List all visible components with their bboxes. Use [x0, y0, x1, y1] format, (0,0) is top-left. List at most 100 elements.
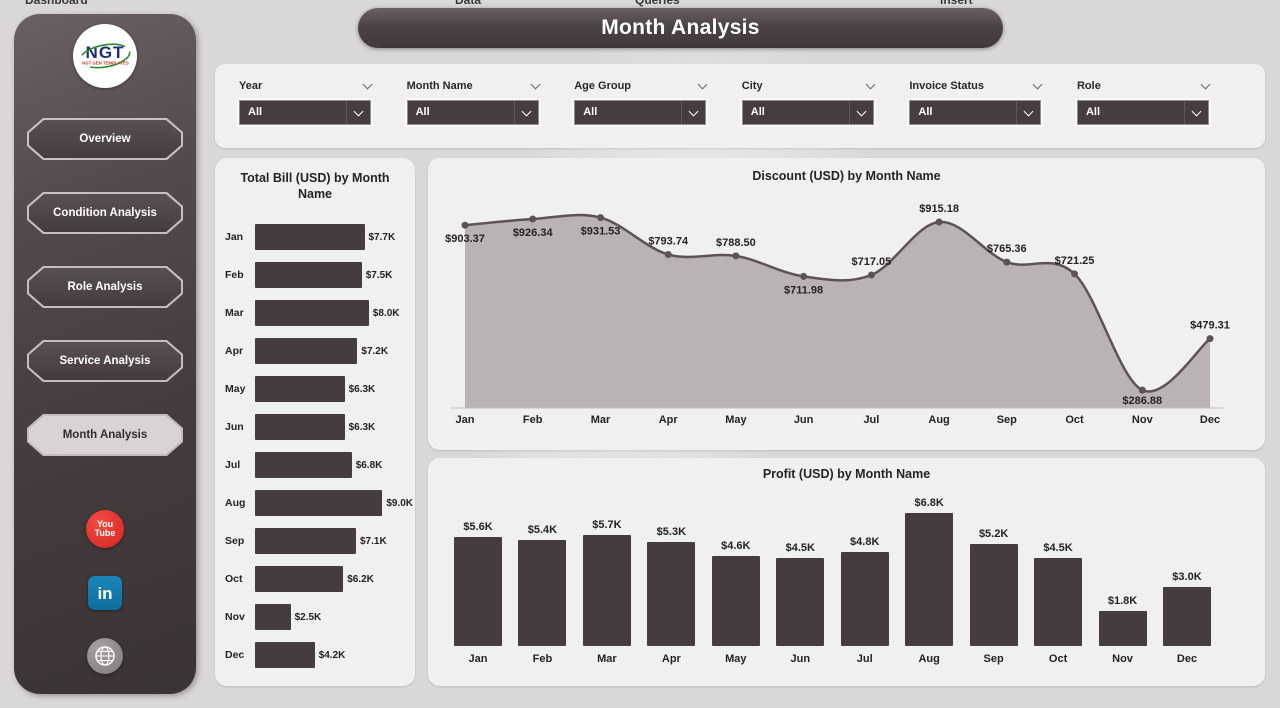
bar[interactable] [255, 528, 356, 554]
filter-dropdown-role[interactable]: All [1076, 100, 1209, 125]
total-bill-bar-chart: Jan $7.7K Feb $7.5K Mar $8.0K Apr $7.2K May $6.3K… [225, 224, 413, 668]
chevron-down-icon[interactable] [346, 101, 370, 124]
ribbon-tab-insert[interactable]: Insert [940, 0, 973, 7]
ribbon-tab-queries[interactable]: Queries [635, 0, 680, 7]
bar[interactable] [255, 566, 344, 592]
data-point[interactable] [1138, 386, 1146, 394]
bar[interactable] [255, 642, 315, 668]
globe-glyph [95, 646, 115, 666]
total-bill-row-aug: Aug $9.0K [225, 490, 413, 516]
chevron-down-icon[interactable] [1183, 101, 1208, 124]
data-point[interactable] [597, 214, 604, 222]
bar[interactable] [255, 452, 352, 478]
filter-dropdown-year[interactable]: All [239, 100, 371, 125]
linkedin-icon[interactable]: in [88, 576, 122, 610]
value-label: $721.25 [1055, 255, 1095, 267]
category-label: Feb [532, 653, 553, 665]
value-label: $717.05 [852, 256, 892, 268]
filter-dropdown-month-name[interactable]: All [406, 100, 539, 125]
filter-label-city: City [741, 80, 763, 92]
filter-dropdown-city[interactable]: All [741, 100, 874, 125]
filter-header-city: City [741, 79, 876, 92]
sidebar-item-condition-analysis[interactable]: Condition Analysis [27, 192, 183, 234]
bar[interactable] [255, 262, 362, 288]
value-label: $6.3K [348, 421, 376, 433]
youtube-icon[interactable]: You Tube [86, 510, 124, 548]
discount-area-chart: $903.37 Jan $926.34 Feb $931.53 Mar $793.74 Apr… [445, 203, 1230, 426]
total-bill-row-jul: Jul $6.8K [225, 452, 413, 478]
bar[interactable] [1098, 610, 1147, 646]
value-label: $5.6K [463, 520, 493, 533]
bar[interactable] [255, 300, 369, 326]
bar[interactable] [255, 604, 291, 630]
filter-dropdown-age-group[interactable]: All [574, 100, 707, 125]
filter-collapse-icon[interactable] [530, 79, 541, 90]
chevron-down-icon[interactable] [513, 101, 538, 124]
data-point[interactable] [1206, 335, 1214, 343]
category-label: Jun [225, 421, 244, 433]
bar[interactable] [840, 552, 889, 646]
category-label: Mar [225, 307, 244, 319]
bar[interactable] [255, 376, 345, 402]
bar[interactable] [647, 542, 696, 646]
data-point[interactable] [800, 272, 808, 280]
bar[interactable] [582, 534, 631, 646]
bar[interactable] [454, 536, 502, 646]
ribbon-tab-data[interactable]: Data [455, 0, 482, 7]
filter-collapse-icon[interactable] [362, 79, 373, 90]
data-point[interactable] [1071, 270, 1078, 278]
category-label: May [225, 383, 246, 395]
bar[interactable] [905, 513, 954, 646]
data-point[interactable] [529, 215, 537, 223]
category-label: Jan [468, 653, 488, 665]
linkedin-label: in [97, 583, 113, 603]
value-label: $2.5K [294, 611, 322, 623]
social-links: You Tube in [14, 510, 196, 674]
data-point[interactable] [867, 271, 875, 279]
data-point[interactable] [461, 221, 469, 229]
bar[interactable] [255, 338, 358, 364]
data-point[interactable] [664, 251, 672, 258]
profit-column-jan: $5.6K Jan [450, 521, 506, 667]
bar[interactable] [518, 540, 567, 646]
data-point[interactable] [732, 252, 740, 260]
sidebar-item-month-analysis[interactable]: Month Analysis [27, 414, 183, 456]
value-label: $903.37 [445, 233, 485, 245]
bar[interactable] [255, 414, 345, 440]
total-bill-row-dec: Dec $4.2K [225, 642, 413, 668]
sidebar-item-overview[interactable]: Overview [27, 118, 183, 160]
data-point[interactable] [935, 218, 943, 226]
website-globe-icon[interactable] [87, 638, 123, 674]
bar[interactable] [776, 558, 825, 646]
axis-label: Apr [659, 414, 679, 426]
sidebar-item-service-analysis[interactable]: Service Analysis [27, 340, 183, 382]
value-label: $793.74 [648, 236, 689, 248]
bar[interactable] [1034, 558, 1083, 646]
filter-collapse-icon[interactable] [865, 79, 876, 90]
sidebar-item-role-analysis[interactable]: Role Analysis [27, 266, 183, 308]
filter-collapse-icon[interactable] [1032, 79, 1043, 90]
filter-collapse-icon[interactable] [697, 79, 708, 90]
bar[interactable] [711, 556, 760, 646]
bar[interactable] [255, 224, 365, 250]
ribbon-tab-dashboard[interactable]: Dashboard [25, 0, 88, 7]
chevron-down-icon[interactable] [848, 101, 873, 124]
bar[interactable] [254, 490, 383, 516]
data-point[interactable] [1003, 258, 1011, 266]
bar[interactable] [969, 544, 1018, 646]
value-label: $5.3K [656, 526, 687, 539]
chevron-down-icon[interactable] [681, 101, 705, 124]
filter-value-invoice-status: All [918, 106, 933, 118]
logo-swoosh [79, 43, 131, 69]
value-label: $479.31 [1190, 320, 1230, 332]
value-label: $1.8K [1107, 594, 1138, 607]
filter-label-age-group: Age Group [574, 80, 632, 92]
filter-collapse-icon[interactable] [1200, 79, 1211, 90]
filter-dropdown-invoice-status[interactable]: All [909, 100, 1042, 125]
chevron-down-icon[interactable] [1016, 101, 1040, 124]
filter-value-city: All [750, 106, 765, 118]
value-label: $286.88 [1122, 395, 1162, 407]
bar[interactable] [1162, 587, 1211, 646]
filter-label-role: Role [1076, 80, 1101, 92]
page-title-bar: Month Analysis [358, 8, 1003, 48]
